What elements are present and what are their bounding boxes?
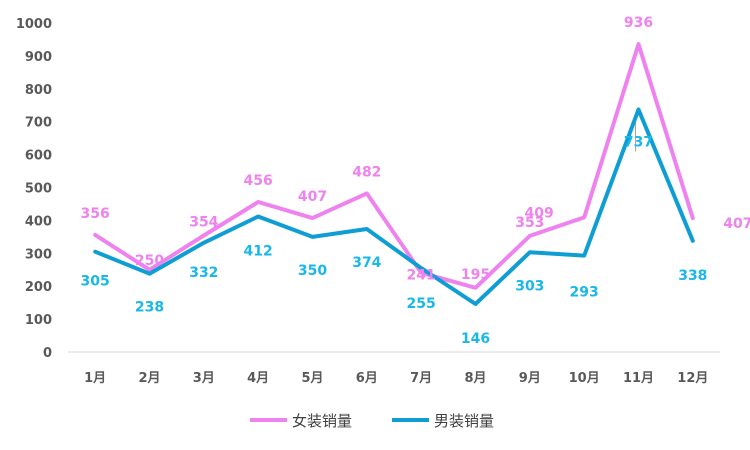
data-label-mens: 350 xyxy=(298,263,327,279)
data-label-mens: 255 xyxy=(407,296,436,312)
x-tick-label: 8月 xyxy=(464,371,486,386)
y-tick-label: 600 xyxy=(25,149,52,164)
y-tick-label: 700 xyxy=(25,116,52,131)
y-tick-label: 400 xyxy=(25,214,52,229)
data-label-womens: 195 xyxy=(461,267,490,283)
data-label-womens: 409 xyxy=(525,205,554,221)
legend: 女装销量 男装销量 xyxy=(250,412,494,430)
y-axis: 0 100 200 300 400 500 600 700 800 900 1000 xyxy=(16,17,52,361)
x-tick-label: 1月 xyxy=(84,371,106,386)
data-label-womens: 407 xyxy=(723,216,750,232)
y-tick-label: 1000 xyxy=(16,17,52,32)
x-tick-label: 3月 xyxy=(193,371,215,386)
data-label-womens: 407 xyxy=(298,189,327,205)
y-tick-label: 100 xyxy=(25,313,52,328)
data-label-mens: 303 xyxy=(515,278,544,294)
series-line-womens xyxy=(93,42,695,290)
data-label-womens: 241 xyxy=(407,268,436,284)
x-tick-label: 12月 xyxy=(677,371,708,386)
x-axis: 1月 2月 3月 4月 5月 6月 7月 8月 9月 10月 11月 12月 xyxy=(68,351,720,386)
x-tick-label: 6月 xyxy=(356,371,378,386)
x-tick-label: 4月 xyxy=(247,371,269,386)
data-label-womens: 482 xyxy=(352,164,381,180)
data-label-womens: 936 xyxy=(624,15,653,31)
y-tick-label: 800 xyxy=(25,83,52,98)
series-lines xyxy=(93,42,695,306)
legend-label-mens: 男装销量 xyxy=(434,412,494,430)
data-label-mens: 146 xyxy=(461,331,490,347)
y-tick-label: 300 xyxy=(25,247,52,262)
data-label-mens: 374 xyxy=(352,255,381,271)
data-label-mens: 238 xyxy=(135,300,164,316)
data-label-womens: 456 xyxy=(244,173,273,189)
data-label-mens: 293 xyxy=(570,285,599,301)
y-tick-label: 900 xyxy=(25,50,52,65)
x-tick-label: 9月 xyxy=(519,371,541,386)
legend-label-womens: 女装销量 xyxy=(292,412,352,430)
y-tick-label: 500 xyxy=(25,182,52,197)
x-tick-label: 7月 xyxy=(410,371,432,386)
x-tick-label: 5月 xyxy=(301,371,323,386)
data-label-womens: 356 xyxy=(81,206,110,222)
data-label-womens: 354 xyxy=(189,215,218,231)
y-tick-label: 200 xyxy=(25,280,52,295)
data-label-womens: 250 xyxy=(135,253,164,269)
data-label-mens: 305 xyxy=(81,274,110,290)
data-label-mens: 338 xyxy=(678,268,707,284)
data-label-womens: 353 xyxy=(515,215,544,231)
data-label-mens: 737 xyxy=(624,135,653,151)
data-label-mens: 332 xyxy=(189,265,218,281)
data-label-mens: 412 xyxy=(244,243,273,259)
x-tick-label: 11月 xyxy=(623,371,654,386)
series-line-mens xyxy=(93,107,695,306)
y-tick-label: 0 xyxy=(43,346,52,361)
x-tick-label: 10月 xyxy=(569,371,600,386)
x-tick-label: 2月 xyxy=(138,371,160,386)
